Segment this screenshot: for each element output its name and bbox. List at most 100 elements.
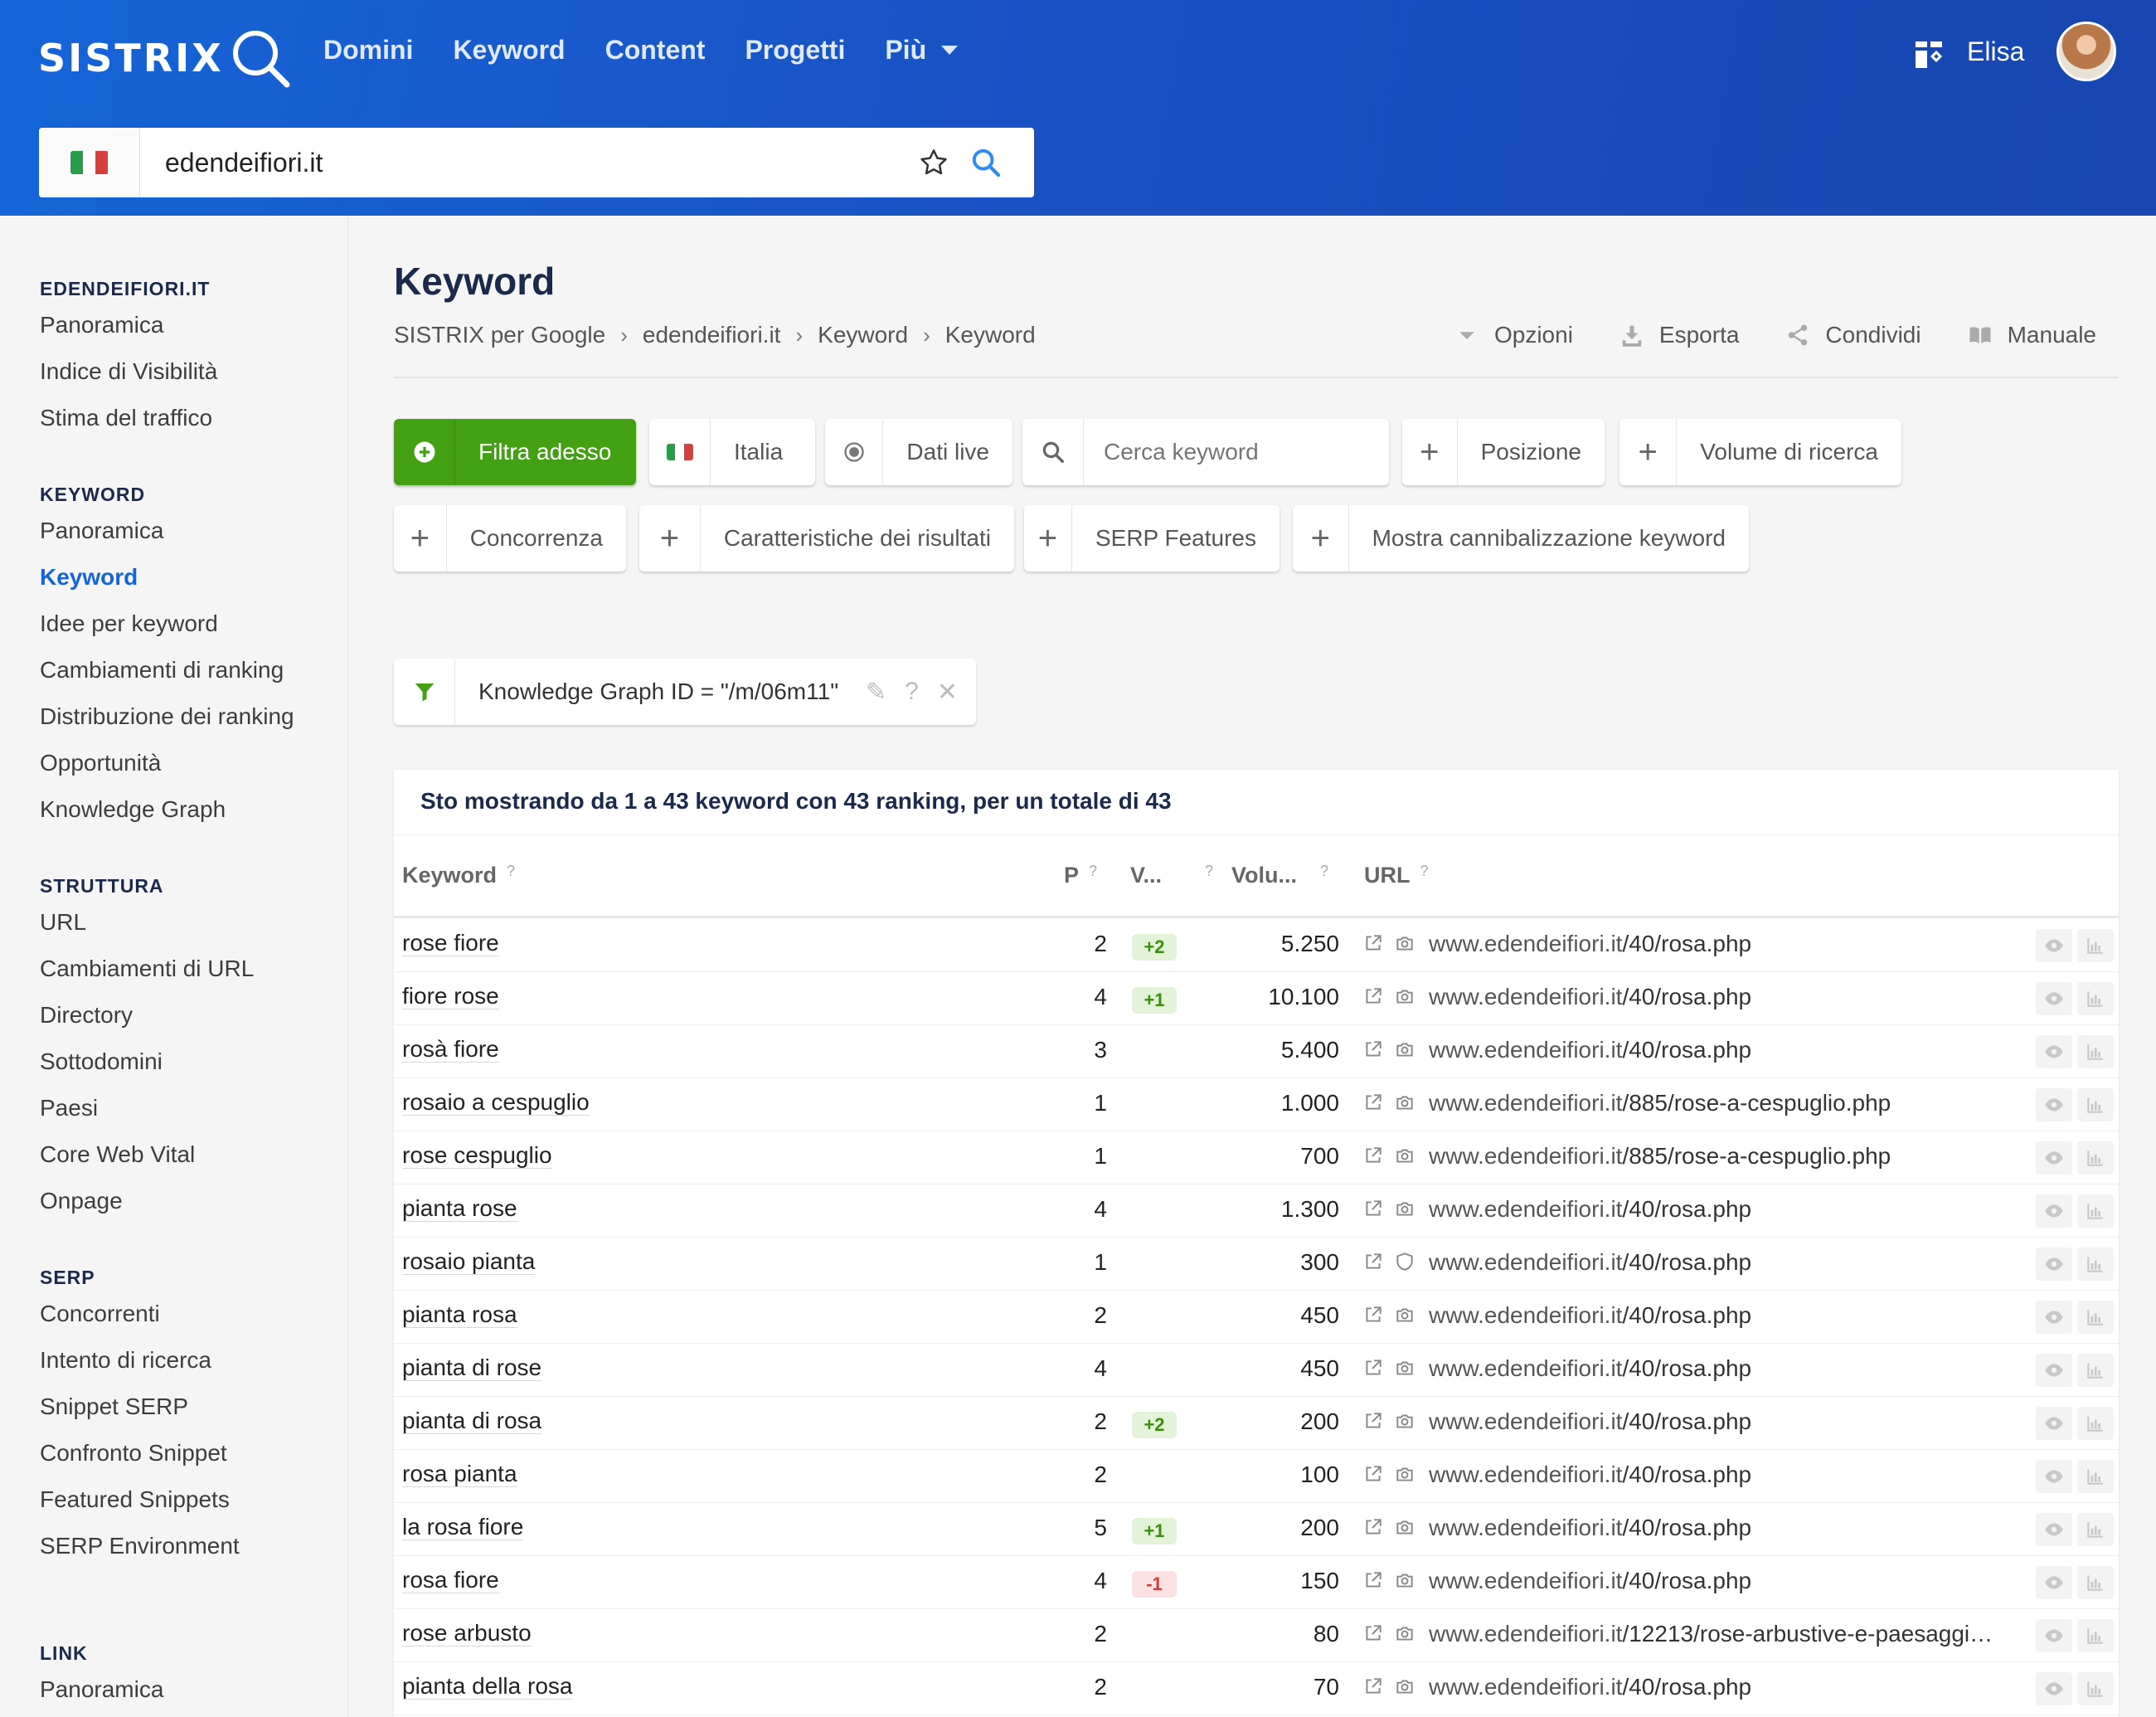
eye-button[interactable] (2036, 1035, 2072, 1068)
camera-icon[interactable] (1394, 1676, 1415, 1697)
camera-icon[interactable] (1394, 1357, 1415, 1379)
keyword-cell[interactable]: pianta rose (402, 1195, 517, 1222)
chart-button[interactable] (2077, 1194, 2114, 1228)
sidebar-item-knowledge-graph[interactable]: Knowledge Graph (40, 796, 226, 822)
chart-button[interactable] (2077, 1248, 2114, 1281)
external-link-icon[interactable] (1362, 1092, 1384, 1113)
keyword-cell[interactable]: rose cespuglio (402, 1142, 552, 1169)
camera-icon[interactable] (1394, 1463, 1415, 1485)
url-cell[interactable]: www.edendeifiori.it/40/rosa.php (1429, 1196, 1751, 1223)
chart-button[interactable] (2077, 1354, 2114, 1387)
external-link-icon[interactable] (1362, 1198, 1384, 1219)
avatar[interactable] (2056, 22, 2116, 81)
apps-grid-icon[interactable] (1916, 41, 1943, 68)
column-header-keyword[interactable]: Keyword? (402, 863, 515, 888)
nav-content[interactable]: Content (605, 35, 706, 65)
external-link-icon[interactable] (1362, 1410, 1384, 1432)
keyword-cell[interactable]: rose fiore (402, 930, 499, 956)
close-icon[interactable]: ✕ (936, 678, 958, 706)
chart-button[interactable] (2077, 1513, 2114, 1546)
sidebar-item-featured-snippets[interactable]: Featured Snippets (40, 1486, 230, 1512)
keyword-cell[interactable]: rosa fiore (402, 1567, 499, 1593)
sidebar-item-distribuzione-ranking[interactable]: Distribuzione dei ranking (40, 703, 294, 729)
url-cell[interactable]: www.edendeifiori.it/40/rosa.php (1429, 1674, 1751, 1700)
breadcrumb-item[interactable]: SISTRIX per Google (394, 322, 606, 348)
keyword-cell[interactable]: la rosa fiore (402, 1514, 524, 1540)
url-cell[interactable]: www.edendeifiori.it/40/rosa.php (1429, 1037, 1751, 1063)
export-button[interactable]: Esporta (1619, 322, 1739, 348)
sidebar-item-cambiamenti-url[interactable]: Cambiamenti di URL (40, 956, 255, 981)
position-filter-button[interactable]: + Posizione (1402, 419, 1605, 485)
serp-features-filter-button[interactable]: + SERP Features (1024, 505, 1280, 572)
chart-button[interactable] (2077, 1035, 2114, 1068)
options-button[interactable]: Opzioni (1454, 322, 1573, 348)
eye-button[interactable] (2036, 1141, 2072, 1175)
eye-button[interactable] (2036, 929, 2072, 962)
help-icon[interactable]: ? (1320, 863, 1329, 879)
user-name[interactable]: Elisa (1967, 36, 2025, 66)
search-icon[interactable] (969, 146, 1003, 179)
sidebar-item-intento-ricerca[interactable]: Intento di ricerca (40, 1347, 211, 1373)
chart-button[interactable] (2077, 929, 2114, 962)
keyword-cell[interactable]: pianta rosa (402, 1301, 517, 1328)
camera-icon[interactable] (1394, 1145, 1415, 1166)
camera-icon[interactable] (1394, 1092, 1415, 1113)
keyword-cell[interactable]: pianta di rose (402, 1355, 542, 1381)
camera-icon[interactable] (1394, 1038, 1415, 1060)
filter-now-button[interactable]: Filtra adesso (394, 419, 636, 485)
sidebar-item-stima-traffico[interactable]: Stima del traffico (40, 405, 213, 430)
breadcrumb-item[interactable]: Keyword (818, 322, 909, 348)
star-icon[interactable] (918, 147, 949, 178)
eye-button[interactable] (2036, 1460, 2072, 1493)
keyword-search-input[interactable] (1084, 439, 1382, 465)
shield-icon[interactable] (1394, 1251, 1415, 1272)
sidebar-item-snippet-serp[interactable]: Snippet SERP (40, 1394, 188, 1419)
eye-button[interactable] (2036, 1248, 2072, 1281)
sidebar-item-panoramica[interactable]: Panoramica (40, 312, 164, 338)
camera-icon[interactable] (1394, 932, 1415, 954)
url-cell[interactable]: www.edendeifiori.it/40/rosa.php (1429, 1568, 1751, 1594)
eye-button[interactable] (2036, 982, 2072, 1015)
eye-button[interactable] (2036, 1354, 2072, 1387)
external-link-icon[interactable] (1362, 1676, 1384, 1697)
camera-icon[interactable] (1394, 985, 1415, 1007)
sidebar-item-directory[interactable]: Directory (40, 1002, 134, 1028)
keyword-cell[interactable]: rosaio pianta (402, 1248, 536, 1275)
external-link-icon[interactable] (1362, 1516, 1384, 1538)
url-cell[interactable]: www.edendeifiori.it/40/rosa.php (1429, 1515, 1751, 1541)
chart-button[interactable] (2077, 1460, 2114, 1493)
nav-keyword[interactable]: Keyword (453, 35, 566, 65)
chart-button[interactable] (2077, 1088, 2114, 1121)
external-link-icon[interactable] (1362, 985, 1384, 1007)
breadcrumb-item[interactable]: edendeifiori.it (642, 322, 781, 348)
url-cell[interactable]: www.edendeifiori.it/885/rose-a-cespuglio… (1429, 1143, 1891, 1170)
chart-button[interactable] (2077, 982, 2114, 1015)
nav-piu[interactable]: Più (885, 35, 959, 66)
nav-domini[interactable]: Domini (323, 35, 414, 65)
sidebar-item-indice-visibilita[interactable]: Indice di Visibilità (40, 358, 218, 384)
eye-button[interactable] (2036, 1407, 2072, 1440)
sidebar-item-core-web-vital[interactable]: Core Web Vital (40, 1141, 196, 1167)
help-icon[interactable]: ? (1420, 863, 1429, 879)
pencil-icon[interactable]: ✎ (866, 678, 887, 706)
sidebar-item-concorrenti[interactable]: Concorrenti (40, 1301, 160, 1326)
sidebar-item-link-panoramica[interactable]: Panoramica (40, 1676, 164, 1702)
eye-button[interactable] (2036, 1672, 2072, 1705)
sidebar-item-confronto-snippet[interactable]: Confronto Snippet (40, 1440, 227, 1466)
camera-icon[interactable] (1394, 1304, 1415, 1325)
camera-icon[interactable] (1394, 1198, 1415, 1219)
help-icon[interactable]: ? (905, 678, 919, 705)
eye-button[interactable] (2036, 1194, 2072, 1228)
sidebar-item-cambiamenti-ranking[interactable]: Cambiamenti di ranking (40, 657, 284, 683)
external-link-icon[interactable] (1362, 1038, 1384, 1060)
sidebar-item-serp-environment[interactable]: SERP Environment (40, 1533, 240, 1559)
keyword-search-field[interactable] (1022, 419, 1389, 485)
chart-button[interactable] (2077, 1301, 2114, 1334)
domain-search-input[interactable]: edendeifiori.it (165, 147, 323, 178)
chart-button[interactable] (2077, 1141, 2114, 1175)
country-selector[interactable] (39, 128, 140, 197)
column-header-url[interactable]: URL? (1364, 863, 1429, 888)
help-icon[interactable]: ? (1205, 863, 1214, 879)
sistrix-logo[interactable]: SISTRIX (38, 25, 297, 91)
keyword-cell[interactable]: rosà fiore (402, 1036, 499, 1063)
